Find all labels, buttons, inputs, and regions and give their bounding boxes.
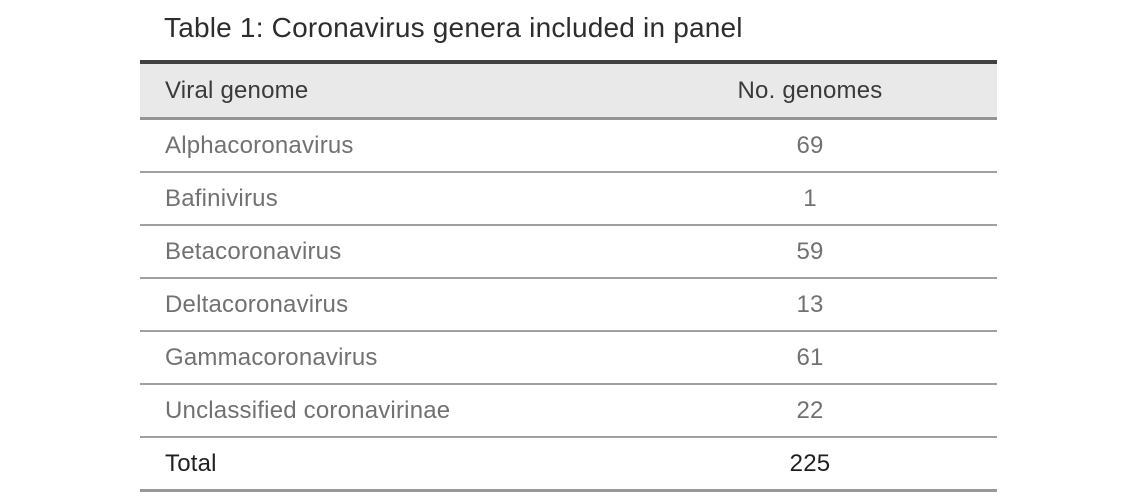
table-row: Gammacoronavirus 61 bbox=[140, 331, 997, 385]
total-row: Total 225 bbox=[140, 437, 997, 491]
genera-table: Viral genome No. genomes Alphacoronaviru… bbox=[140, 60, 997, 492]
count-cell: 59 bbox=[623, 225, 997, 279]
genome-cell: Deltacoronavirus bbox=[140, 278, 623, 332]
count-cell: 61 bbox=[623, 331, 997, 385]
table-header: Viral genome No. genomes bbox=[140, 62, 997, 120]
genome-cell: Gammacoronavirus bbox=[140, 331, 623, 385]
header-row: Viral genome No. genomes bbox=[140, 62, 997, 120]
table-row: Bafinivirus 1 bbox=[140, 172, 997, 226]
count-cell: 69 bbox=[623, 118, 997, 173]
count-cell: 1 bbox=[623, 172, 997, 226]
column-header-no-genomes: No. genomes bbox=[623, 62, 997, 120]
column-header-viral-genome: Viral genome bbox=[140, 62, 623, 120]
table-row: Betacoronavirus 59 bbox=[140, 225, 997, 279]
genome-cell: Bafinivirus bbox=[140, 172, 623, 226]
count-cell: 22 bbox=[623, 384, 997, 438]
table-row: Alphacoronavirus 69 bbox=[140, 118, 997, 173]
genome-cell: Unclassified coronavirinae bbox=[140, 384, 623, 438]
total-count-cell: 225 bbox=[789, 449, 831, 477]
table-row: Deltacoronavirus 13 bbox=[140, 278, 997, 332]
count-cell: 13 bbox=[623, 278, 997, 332]
table-title: Table 1: Coronavirus genera included in … bbox=[164, 12, 743, 43]
table-body: Alphacoronavirus 69 Bafinivirus 1 Betaco… bbox=[140, 118, 997, 491]
total-label-cell: Total bbox=[165, 449, 217, 477]
genome-cell: Alphacoronavirus bbox=[140, 118, 623, 173]
genome-cell: Betacoronavirus bbox=[140, 225, 623, 279]
table-row: Unclassified coronavirinae 22 bbox=[140, 384, 997, 438]
